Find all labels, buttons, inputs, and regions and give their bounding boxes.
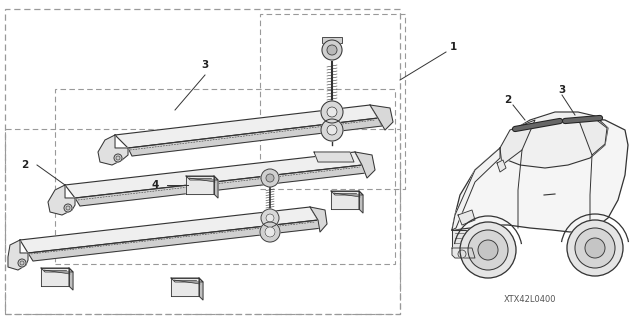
Circle shape (478, 240, 498, 260)
Circle shape (64, 204, 72, 212)
Circle shape (321, 119, 343, 141)
Circle shape (261, 209, 279, 227)
Polygon shape (370, 105, 393, 130)
Circle shape (66, 206, 70, 210)
Text: 2: 2 (21, 160, 29, 170)
Circle shape (575, 228, 615, 268)
Polygon shape (128, 118, 382, 156)
Circle shape (265, 227, 275, 237)
Polygon shape (8, 240, 28, 270)
Polygon shape (69, 268, 73, 290)
Polygon shape (171, 278, 199, 296)
Circle shape (260, 222, 280, 242)
Text: 3: 3 (202, 60, 209, 70)
Polygon shape (355, 152, 375, 178)
Circle shape (327, 125, 337, 135)
Polygon shape (359, 191, 363, 213)
Polygon shape (452, 118, 628, 232)
Bar (55, 89, 395, 264)
Circle shape (458, 250, 466, 258)
Circle shape (116, 156, 120, 160)
Polygon shape (48, 185, 75, 215)
Polygon shape (20, 207, 318, 253)
Polygon shape (314, 152, 354, 162)
Text: XTX42L0400: XTX42L0400 (504, 295, 556, 305)
Polygon shape (28, 220, 322, 261)
Text: 3: 3 (558, 85, 566, 95)
Text: 2: 2 (504, 95, 511, 105)
Bar (322, 37, 342, 43)
Polygon shape (65, 152, 362, 198)
Circle shape (327, 107, 337, 117)
Text: 1: 1 (449, 42, 456, 52)
Circle shape (327, 45, 337, 55)
Polygon shape (578, 118, 607, 155)
Polygon shape (331, 191, 363, 195)
Polygon shape (214, 176, 218, 198)
Polygon shape (458, 210, 475, 225)
Polygon shape (452, 248, 475, 258)
Polygon shape (331, 191, 359, 209)
Polygon shape (171, 278, 203, 282)
Polygon shape (75, 165, 366, 206)
Polygon shape (452, 148, 500, 230)
Polygon shape (41, 268, 69, 286)
Polygon shape (500, 120, 535, 165)
Circle shape (261, 169, 279, 187)
Polygon shape (115, 105, 378, 148)
Circle shape (20, 261, 24, 265)
Circle shape (567, 220, 623, 276)
Polygon shape (500, 112, 608, 168)
Polygon shape (452, 230, 470, 250)
Polygon shape (186, 176, 218, 180)
Circle shape (114, 154, 122, 162)
Bar (5, 129, 400, 314)
Bar (260, 14, 405, 189)
Circle shape (321, 101, 343, 123)
Circle shape (266, 214, 274, 222)
Circle shape (460, 222, 516, 278)
Polygon shape (41, 268, 73, 272)
Circle shape (468, 230, 508, 270)
Polygon shape (98, 135, 128, 165)
Bar (5, 9, 400, 314)
Polygon shape (497, 160, 506, 172)
Polygon shape (199, 278, 203, 300)
Circle shape (322, 40, 342, 60)
Circle shape (585, 238, 605, 258)
Polygon shape (310, 207, 327, 232)
Circle shape (266, 174, 274, 182)
Circle shape (18, 259, 26, 267)
Polygon shape (186, 176, 214, 194)
Text: 4: 4 (151, 180, 159, 190)
